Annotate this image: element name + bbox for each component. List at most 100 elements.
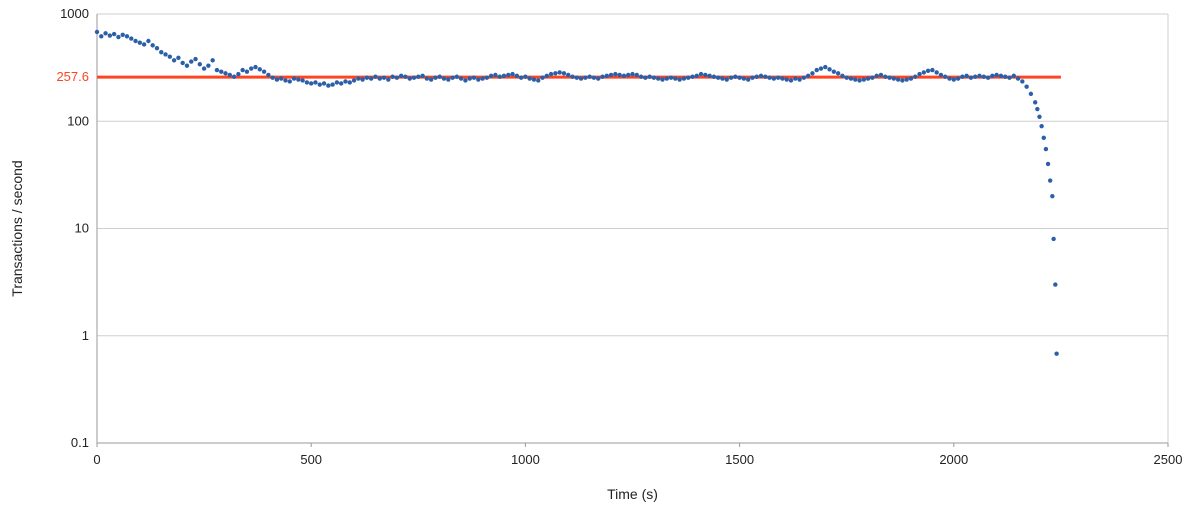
data-point <box>660 77 665 82</box>
data-point <box>133 38 138 44</box>
data-point <box>184 63 190 68</box>
data-point <box>411 75 417 80</box>
data-point <box>947 76 952 81</box>
data-point <box>210 58 215 63</box>
data-point <box>446 77 451 82</box>
data-point <box>167 54 173 59</box>
data-point <box>1032 100 1038 105</box>
data-point <box>309 81 314 86</box>
data-point <box>424 76 430 81</box>
data-point <box>219 69 224 74</box>
data-point <box>1037 114 1042 120</box>
data-point <box>540 75 545 80</box>
data-point <box>557 70 562 75</box>
data-point <box>497 74 502 79</box>
data-point <box>343 79 348 84</box>
data-point <box>1015 76 1021 81</box>
data-point <box>754 74 759 79</box>
data-point <box>801 75 807 80</box>
data-point <box>848 76 854 81</box>
data-point <box>291 76 297 81</box>
data-point <box>583 75 588 80</box>
data-point <box>690 74 695 79</box>
data-point <box>317 82 322 87</box>
data-point <box>960 74 965 79</box>
data-point <box>763 74 768 79</box>
data-point <box>441 76 447 81</box>
y-tick-label: 10 <box>75 221 89 236</box>
data-point <box>1045 161 1051 167</box>
y-tick-label: 100 <box>67 113 89 128</box>
data-point <box>484 75 490 80</box>
data-point <box>159 50 164 55</box>
data-point <box>694 73 699 79</box>
data-point <box>407 76 412 81</box>
data-point <box>1024 84 1029 89</box>
data-point <box>1028 91 1034 97</box>
data-point <box>853 77 858 82</box>
data-point <box>171 58 177 63</box>
data-point <box>193 56 198 62</box>
data-point <box>476 77 481 82</box>
data-point <box>253 64 258 70</box>
data-point <box>591 75 597 80</box>
data-point <box>827 67 832 72</box>
data-point <box>531 77 537 82</box>
data-point <box>677 77 682 82</box>
data-point <box>651 75 657 80</box>
data-point <box>566 72 571 78</box>
data-point <box>270 75 275 80</box>
data-point <box>943 74 948 79</box>
data-point <box>390 74 395 79</box>
data-point <box>891 76 897 81</box>
data-point <box>523 74 528 79</box>
data-point <box>189 59 194 64</box>
data-point <box>810 71 815 76</box>
data-point <box>223 71 228 76</box>
data-point <box>938 72 944 78</box>
data-point <box>844 75 849 80</box>
data-point <box>553 71 558 76</box>
data-point <box>951 77 956 82</box>
x-tick-label: 2000 <box>939 452 968 467</box>
data-point <box>715 75 721 80</box>
data-point <box>463 78 468 83</box>
data-point <box>274 77 280 82</box>
data-point <box>865 76 871 81</box>
data-point <box>1007 75 1012 80</box>
data-point <box>578 76 584 81</box>
x-tick-label: 500 <box>300 452 322 467</box>
data-point <box>990 73 995 79</box>
data-point <box>1047 178 1053 183</box>
data-point <box>257 67 262 72</box>
data-point <box>398 73 404 79</box>
data-point <box>506 72 511 78</box>
data-point <box>116 34 121 40</box>
data-point <box>934 70 939 75</box>
data-point <box>613 71 618 77</box>
data-point <box>120 32 125 37</box>
data-point <box>733 74 738 79</box>
y-tick-label: 0.1 <box>71 435 89 450</box>
data-point <box>600 74 605 79</box>
x-axis-title: Time (s) <box>607 486 658 502</box>
y-axis-title: Transactions / second <box>9 160 25 296</box>
data-point <box>574 75 580 80</box>
data-point <box>510 71 515 77</box>
data-point <box>771 76 777 81</box>
data-point <box>617 72 622 78</box>
data-point <box>750 75 755 80</box>
data-point <box>917 71 922 77</box>
data-point <box>741 76 747 81</box>
x-tick-label: 1000 <box>511 452 540 467</box>
data-point <box>296 77 301 82</box>
data-point <box>1011 73 1016 79</box>
x-tick-label: 0 <box>93 452 100 467</box>
data-point <box>780 76 785 81</box>
data-point <box>326 83 331 88</box>
data-point <box>711 74 717 79</box>
data-point <box>493 72 498 78</box>
data-point <box>587 74 592 79</box>
data-point <box>249 66 254 71</box>
